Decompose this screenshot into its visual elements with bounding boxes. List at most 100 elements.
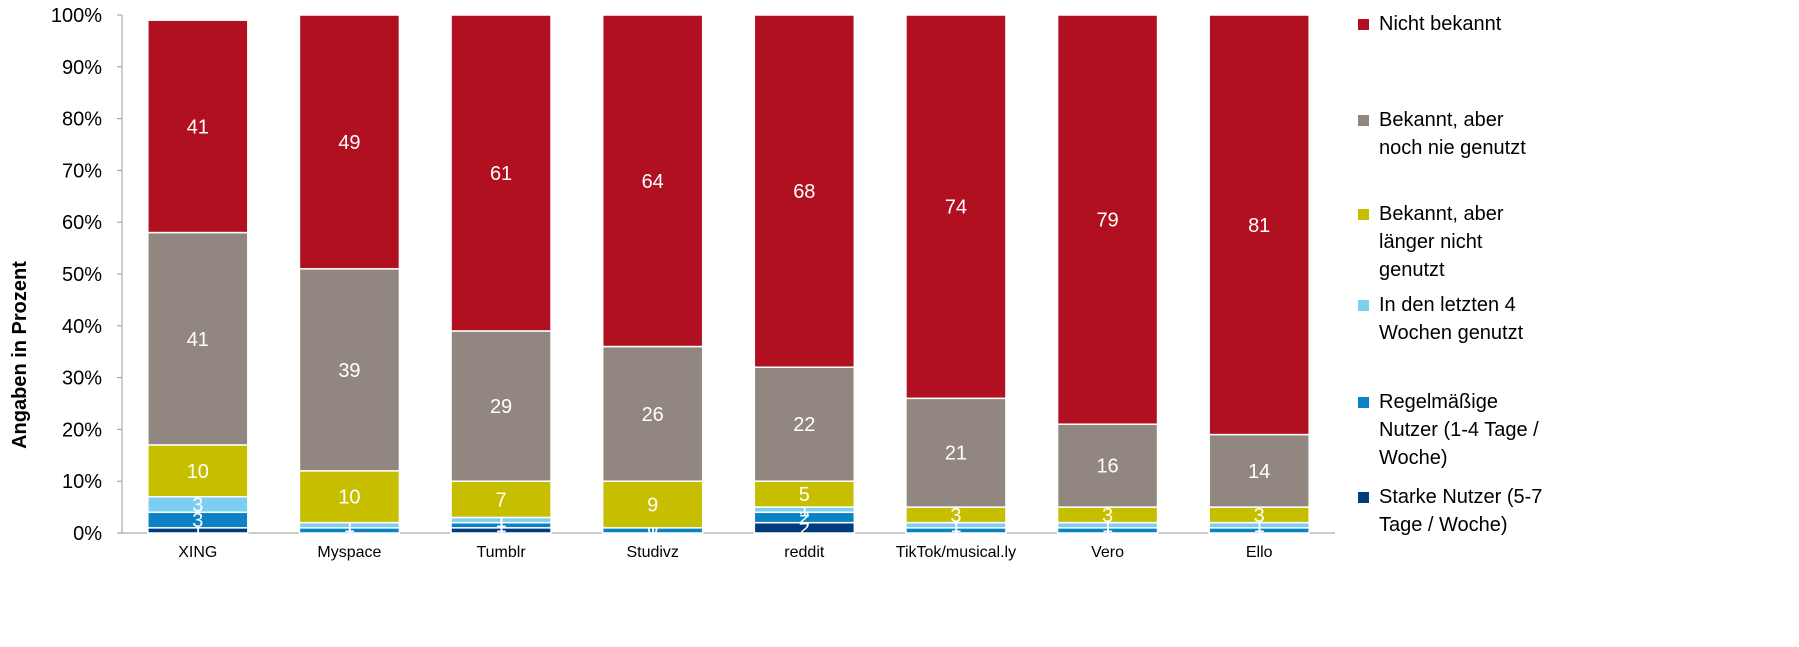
bar-segment xyxy=(450,480,552,519)
data-label: 3 xyxy=(1102,505,1113,527)
data-label: 3 xyxy=(192,495,203,517)
bar-segment xyxy=(601,14,704,348)
data-label: 0 xyxy=(950,523,961,545)
data-label: 1 xyxy=(344,515,355,537)
data-label: 1 xyxy=(192,520,203,542)
data-label: 0 xyxy=(1254,523,1265,545)
data-label: 16 xyxy=(1096,456,1118,478)
bar-segment xyxy=(601,480,704,529)
legend-swatch xyxy=(1358,209,1369,220)
bar-segment xyxy=(147,19,249,234)
data-label: 22 xyxy=(793,414,815,436)
legend-swatch xyxy=(1358,397,1369,408)
bar-segment xyxy=(1208,433,1310,508)
data-label: 1 xyxy=(950,515,961,537)
bar-segment xyxy=(1208,14,1310,436)
data-label: 39 xyxy=(338,360,360,382)
legend-label: Regelmäßige Nutzer (1-4 Tage / Woche) xyxy=(1379,391,1539,469)
y-tick-label: 60% xyxy=(62,212,102,234)
bar-segment xyxy=(298,14,401,270)
data-label: 1 xyxy=(344,520,355,542)
bar-segment xyxy=(147,231,249,446)
data-label: 1 xyxy=(496,520,507,542)
legend-item: Regelmäßige Nutzer (1-4 Tage / Woche) xyxy=(1352,388,1552,472)
bar-segment xyxy=(1056,423,1159,508)
x-tick-label: Tumblr xyxy=(476,544,526,561)
legend-item: Bekannt, aber länger nicht genutzt xyxy=(1352,200,1552,284)
data-label: 2 xyxy=(799,518,810,540)
legend-label: Bekannt, aber noch nie genutzt xyxy=(1379,109,1526,159)
x-tick-label: Myspace xyxy=(317,544,381,561)
data-label: 14 xyxy=(1248,461,1270,483)
data-label: 3 xyxy=(192,510,203,532)
legend-swatch xyxy=(1358,492,1369,503)
bar-segment xyxy=(147,444,249,498)
y-tick-label: 100% xyxy=(51,5,102,27)
data-label: 2 xyxy=(799,507,810,529)
data-label: 0 xyxy=(1102,523,1113,545)
legend-swatch xyxy=(1358,300,1369,311)
data-label: 1 xyxy=(647,520,658,542)
data-label: 10 xyxy=(187,461,209,483)
bar-segment xyxy=(753,14,856,368)
legend-label: Bekannt, aber länger nicht genutzt xyxy=(1379,203,1504,281)
x-tick-label: Vero xyxy=(1091,544,1124,561)
y-tick-label: 80% xyxy=(62,109,102,131)
x-tick-label: Studivz xyxy=(626,544,678,561)
data-label: 3 xyxy=(950,505,961,527)
data-label: 74 xyxy=(945,197,967,219)
data-label: 26 xyxy=(642,404,664,426)
legend-item: In den letzten 4 Wochen genutzt xyxy=(1352,291,1552,347)
legend-label: Starke Nutzer (5-7 Tage / Woche) xyxy=(1379,486,1543,536)
data-label: 1 xyxy=(1254,520,1265,542)
data-label: 3 xyxy=(1254,505,1265,527)
x-tick-label: reddit xyxy=(784,544,825,561)
data-label: 1 xyxy=(496,510,507,532)
y-tick-label: 40% xyxy=(62,316,102,338)
legend-swatch xyxy=(1358,19,1369,30)
legend-label: Nicht bekannt xyxy=(1379,13,1502,35)
x-tick-label: TikTok/musical.ly xyxy=(896,544,1016,561)
y-tick-label: 20% xyxy=(62,419,102,441)
bar-segment xyxy=(905,14,1007,400)
data-label: 81 xyxy=(1248,215,1270,237)
data-label: 1 xyxy=(1254,515,1265,537)
bar-segment xyxy=(753,366,856,482)
data-label: 41 xyxy=(187,116,209,138)
data-label: 64 xyxy=(642,171,664,193)
data-label: 1 xyxy=(950,520,961,542)
bar-segment xyxy=(450,14,552,332)
data-label: 1 xyxy=(1102,520,1113,542)
data-label: 41 xyxy=(187,329,209,351)
legend-item: Nicht bekannt xyxy=(1352,10,1552,38)
x-tick-label: Ello xyxy=(1246,544,1273,561)
bar-segment xyxy=(1056,14,1159,425)
data-label: 1 xyxy=(799,500,810,522)
y-tick-label: 70% xyxy=(62,160,102,182)
legend-swatch xyxy=(1358,115,1369,126)
data-label: 9 xyxy=(647,495,658,517)
y-axis-label: Angaben in Prozent xyxy=(9,261,31,449)
data-label: 49 xyxy=(338,132,360,154)
data-label: 1 xyxy=(496,515,507,537)
data-label: 5 xyxy=(799,484,810,506)
data-label: 61 xyxy=(490,163,512,185)
data-label: 7 xyxy=(496,489,507,511)
data-label: 0 xyxy=(344,523,355,545)
data-label: 29 xyxy=(490,396,512,418)
legend-item: Bekannt, aber noch nie genutzt xyxy=(1352,106,1552,162)
data-label: 0 xyxy=(647,523,658,545)
legend-item: Starke Nutzer (5-7 Tage / Woche) xyxy=(1352,483,1552,539)
y-tick-label: 50% xyxy=(62,264,102,286)
y-tick-label: 10% xyxy=(62,471,102,493)
data-label: 21 xyxy=(945,443,967,465)
data-label: 68 xyxy=(793,181,815,203)
data-label: 79 xyxy=(1096,210,1118,232)
bar-segment xyxy=(298,268,401,472)
legend-label: In den letzten 4 Wochen genutzt xyxy=(1379,294,1524,344)
bar-segment xyxy=(450,330,552,482)
data-label: 10 xyxy=(338,487,360,509)
data-label: 0 xyxy=(647,518,658,540)
